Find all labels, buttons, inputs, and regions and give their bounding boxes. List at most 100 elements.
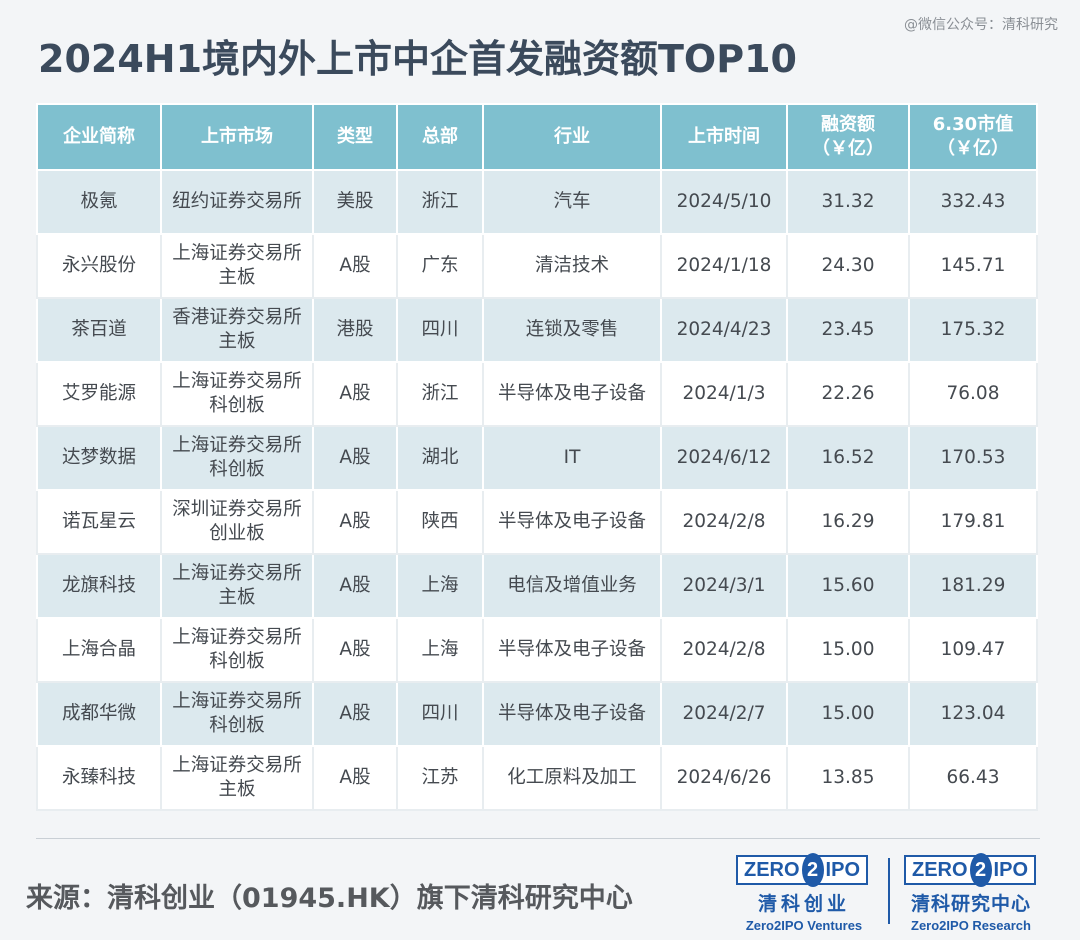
table-cell: 半导体及电子设备: [482, 361, 662, 427]
column-header: 6.30市值 （￥亿）: [908, 103, 1038, 171]
table-cell: 永兴股份: [36, 233, 162, 299]
column-header: 行业: [482, 103, 662, 171]
table-cell: 江苏: [396, 745, 484, 811]
logo-cn-text: 清科研究中心: [910, 893, 1031, 915]
table-cell: 上海证券交易所 科创板: [160, 425, 314, 491]
table-cell: 332.43: [908, 169, 1038, 235]
table-cell: 2024/2/7: [660, 681, 788, 747]
table-cell: 13.85: [786, 745, 910, 811]
logo-separator: [888, 858, 890, 924]
column-header: 企业简称: [36, 103, 162, 171]
table-cell: 15.60: [786, 553, 910, 619]
table-cell: 24.30: [786, 233, 910, 299]
table-cell: 成都华微: [36, 681, 162, 747]
column-header: 上市时间: [660, 103, 788, 171]
table-cell: 2024/6/26: [660, 745, 788, 811]
logo-cn-text: 清科创业: [757, 893, 850, 915]
table-cell: 香港证券交易所 主板: [160, 297, 314, 363]
table-cell: 2024/4/23: [660, 297, 788, 363]
table-cell: 145.71: [908, 233, 1038, 299]
zero2ipo-mark: ZERO 2 IPO: [736, 853, 868, 887]
table-cell: A股: [312, 425, 398, 491]
logo-en-text: Zero2IPO Research: [911, 918, 1031, 933]
table-cell: 上海: [396, 617, 484, 683]
table-cell: 半导体及电子设备: [482, 617, 662, 683]
table-cell: 永臻科技: [36, 745, 162, 811]
table-cell: 15.00: [786, 617, 910, 683]
table-row: 茶百道 香港证券交易所 主板 港股 四川 连锁及零售 2024/4/23 23.45 175.…: [36, 297, 1038, 363]
table-cell: 半导体及电子设备: [482, 681, 662, 747]
table-cell: 123.04: [908, 681, 1038, 747]
table-cell: 2024/1/18: [660, 233, 788, 299]
table-cell: 诺瓦星云: [36, 489, 162, 555]
column-header: 融资额 （￥亿）: [786, 103, 910, 171]
table-row: 艾罗能源 上海证券交易所 科创板 A股 浙江 半导体及电子设备 2024/1/3 22.26…: [36, 361, 1038, 427]
divider: [36, 838, 1040, 839]
table-row: 成都华微 上海证券交易所 科创板 A股 四川 半导体及电子设备 2024/2/7 15.00…: [36, 681, 1038, 747]
table-cell: 陕西: [396, 489, 484, 555]
logo-zero2ipo-research: ZERO 2 IPO 清科研究中心 Zero2IPO Research: [904, 853, 1038, 933]
table-cell: 美股: [312, 169, 398, 235]
table-cell: 湖北: [396, 425, 484, 491]
table-row: 诺瓦星云 深圳证券交易所 创业板 A股 陕西 半导体及电子设备 2024/2/8 16.29…: [36, 489, 1038, 555]
table-row: 上海合晶 上海证券交易所 科创板 A股 上海 半导体及电子设备 2024/2/8 15.00…: [36, 617, 1038, 683]
column-header: 类型: [312, 103, 398, 171]
table-cell: 浙江: [396, 169, 484, 235]
table-cell: 纽约证券交易所: [160, 169, 314, 235]
table-cell: 31.32: [786, 169, 910, 235]
table-cell: 181.29: [908, 553, 1038, 619]
table-row: 永臻科技 上海证券交易所 主板 A股 江苏 化工原料及加工 2024/6/26 13.85 6…: [36, 745, 1038, 811]
table-cell: IT: [482, 425, 662, 491]
table-row: 龙旗科技 上海证券交易所 主板 A股 上海 电信及增值业务 2024/3/1 15.60 18…: [36, 553, 1038, 619]
table-cell: 清洁技术: [482, 233, 662, 299]
table-body: 极氪 纽约证券交易所 美股 浙江 汽车 2024/5/10 31.32 332.43 永兴股份上…: [36, 169, 1038, 811]
table-cell: 76.08: [908, 361, 1038, 427]
table-cell: 109.47: [908, 617, 1038, 683]
table-row: 达梦数据 上海证券交易所 科创板 A股 湖北 IT 2024/6/12 16.52 170.5…: [36, 425, 1038, 491]
table-cell: A股: [312, 553, 398, 619]
table-cell: 22.26: [786, 361, 910, 427]
table-cell: 浙江: [396, 361, 484, 427]
table-cell: 175.32: [908, 297, 1038, 363]
table-cell: 连锁及零售: [482, 297, 662, 363]
table-cell: A股: [312, 681, 398, 747]
table-cell: 港股: [312, 297, 398, 363]
table-cell: 艾罗能源: [36, 361, 162, 427]
logo-en-text: Zero2IPO Ventures: [745, 918, 863, 933]
table-cell: 2024/6/12: [660, 425, 788, 491]
table-cell: 15.00: [786, 681, 910, 747]
table-cell: 2024/1/3: [660, 361, 788, 427]
table-cell: 半导体及电子设备: [482, 489, 662, 555]
logo-zero2ipo-ventures: ZERO 2 IPO 清科创业 Zero2IPO Ventures: [736, 853, 872, 933]
table-cell: 179.81: [908, 489, 1038, 555]
table-cell: A股: [312, 489, 398, 555]
table-cell: A股: [312, 361, 398, 427]
table-cell: 汽车: [482, 169, 662, 235]
table-cell: 龙旗科技: [36, 553, 162, 619]
column-header: 上市市场: [160, 103, 314, 171]
table-row: 永兴股份 上海证券交易所 主板 A股 广东 清洁技术 2024/1/18 24.30 145.…: [36, 233, 1038, 299]
table-cell: 上海证券交易所 主板: [160, 745, 314, 811]
table-cell: 2024/5/10: [660, 169, 788, 235]
table-cell: 66.43: [908, 745, 1038, 811]
table-cell: A股: [312, 617, 398, 683]
source-note: 来源：清科创业（01945.HK）旗下清科研究中心: [26, 883, 633, 914]
table-cell: 广东: [396, 233, 484, 299]
table-cell: 上海证券交易所 科创板: [160, 617, 314, 683]
table-cell: 达梦数据: [36, 425, 162, 491]
page-title: 2024H1境内外上市中企首发融资额TOP10: [38, 37, 797, 81]
watermark: @微信公众号：清科研究: [904, 17, 1058, 33]
table-cell: 四川: [396, 297, 484, 363]
table-cell: 上海: [396, 553, 484, 619]
table-cell: 上海证券交易所 科创板: [160, 681, 314, 747]
table-cell: 上海证券交易所 科创板: [160, 361, 314, 427]
table-header-row: 企业简称 上市市场 类型 总部 行业 上市时间 融资额 （￥亿） 6.30市值 （￥亿）: [36, 103, 1038, 171]
table-cell: 上海证券交易所 主板: [160, 553, 314, 619]
table-cell: 2024/3/1: [660, 553, 788, 619]
table-cell: 23.45: [786, 297, 910, 363]
table-cell: 上海合晶: [36, 617, 162, 683]
table-cell: 深圳证券交易所 创业板: [160, 489, 314, 555]
table-cell: 极氪: [36, 169, 162, 235]
table-cell: 茶百道: [36, 297, 162, 363]
table-cell: 2024/2/8: [660, 617, 788, 683]
